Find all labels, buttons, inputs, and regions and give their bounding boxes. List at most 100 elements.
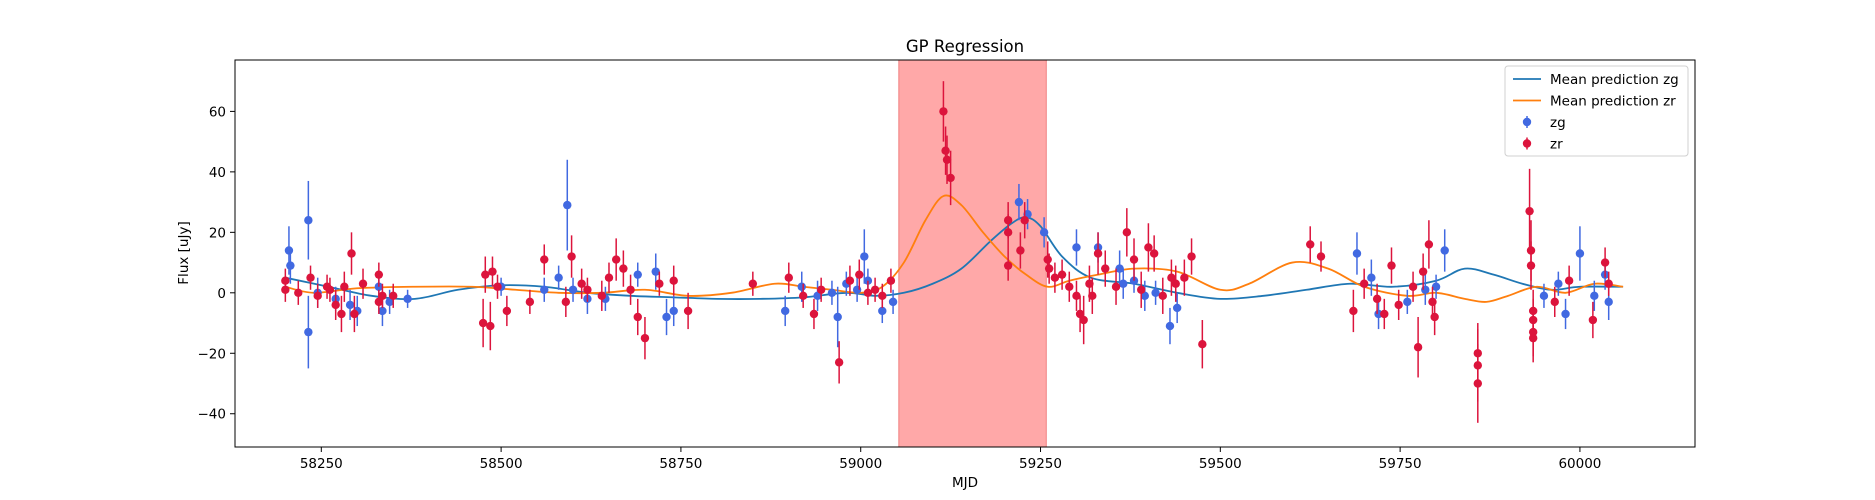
- marker: [488, 267, 496, 275]
- legend-label: Mean prediction zg: [1550, 72, 1679, 88]
- marker: [853, 286, 861, 294]
- x-tick-label: 58250: [300, 456, 343, 472]
- marker: [346, 301, 354, 309]
- marker: [569, 286, 577, 294]
- marker: [641, 334, 649, 342]
- marker: [1016, 246, 1024, 254]
- marker: [941, 147, 949, 155]
- marker: [871, 286, 879, 294]
- marker: [1525, 207, 1533, 215]
- marker: [1419, 267, 1427, 275]
- marker: [1565, 277, 1573, 285]
- marker: [340, 283, 348, 291]
- marker: [583, 286, 591, 294]
- marker: [347, 249, 355, 257]
- marker: [1173, 304, 1181, 312]
- marker: [749, 280, 757, 288]
- marker: [1065, 283, 1073, 291]
- legend-label: zg: [1550, 115, 1566, 131]
- marker: [1387, 261, 1395, 269]
- marker: [798, 283, 806, 291]
- marker: [1166, 322, 1174, 330]
- marker: [1159, 292, 1167, 300]
- marker: [612, 255, 620, 263]
- marker: [503, 307, 511, 315]
- marker: [1151, 289, 1159, 297]
- marker: [662, 313, 670, 321]
- marker: [1367, 273, 1375, 281]
- marker: [1430, 313, 1438, 321]
- highlight-span-layer: [899, 60, 1046, 447]
- marker: [598, 292, 606, 300]
- marker: [286, 261, 294, 269]
- marker: [1150, 249, 1158, 257]
- legend-marker-swatch: [1523, 139, 1531, 147]
- marker: [526, 298, 534, 306]
- marker: [835, 358, 843, 366]
- marker: [306, 273, 314, 281]
- marker: [846, 277, 854, 285]
- marker: [634, 270, 642, 278]
- marker: [626, 286, 634, 294]
- chart-title: GP Regression: [906, 37, 1024, 56]
- marker: [684, 307, 692, 315]
- marker: [799, 292, 807, 300]
- marker: [1079, 316, 1087, 324]
- marker: [619, 264, 627, 272]
- y-tick-label: −40: [198, 407, 227, 423]
- marker: [1123, 228, 1131, 236]
- marker: [1051, 273, 1059, 281]
- marker: [479, 319, 487, 327]
- marker: [785, 273, 793, 281]
- marker: [1187, 252, 1195, 260]
- y-tick-label: 60: [209, 104, 226, 120]
- marker: [281, 286, 289, 294]
- marker: [1180, 273, 1188, 281]
- x-tick-label: 59500: [1199, 456, 1242, 472]
- marker: [304, 216, 312, 224]
- marker: [860, 252, 868, 260]
- marker: [817, 286, 825, 294]
- marker: [1015, 198, 1023, 206]
- marker: [486, 322, 494, 330]
- marker: [1020, 216, 1028, 224]
- marker: [1421, 286, 1429, 294]
- marker: [1094, 249, 1102, 257]
- marker: [1589, 316, 1597, 324]
- marker: [314, 292, 322, 300]
- marker: [1004, 261, 1012, 269]
- marker: [1590, 292, 1598, 300]
- marker: [389, 292, 397, 300]
- marker: [1137, 286, 1145, 294]
- marker: [1119, 280, 1127, 288]
- marker: [350, 310, 358, 318]
- marker: [1561, 310, 1569, 318]
- marker: [285, 246, 293, 254]
- marker: [1373, 295, 1381, 303]
- marker: [655, 280, 663, 288]
- marker: [889, 298, 897, 306]
- marker: [563, 201, 571, 209]
- marker: [833, 313, 841, 321]
- legend-label: Mean prediction zr: [1550, 94, 1676, 110]
- x-tick-label: 59250: [1019, 456, 1062, 472]
- marker: [1130, 255, 1138, 263]
- x-tick-label: 60000: [1558, 456, 1601, 472]
- marker: [864, 289, 872, 297]
- marker: [403, 295, 411, 303]
- marker: [605, 273, 613, 281]
- marker: [1058, 270, 1066, 278]
- marker: [481, 270, 489, 278]
- legend-marker-swatch: [1523, 118, 1531, 126]
- marker: [562, 298, 570, 306]
- y-tick-label: −20: [198, 346, 227, 362]
- marker: [781, 307, 789, 315]
- marker: [878, 307, 886, 315]
- marker: [554, 273, 562, 281]
- x-tick-label: 58750: [659, 456, 702, 472]
- marker: [1551, 298, 1559, 306]
- marker: [1428, 298, 1436, 306]
- marker: [378, 292, 386, 300]
- x-axis-label: MJD: [952, 475, 978, 491]
- marker: [1529, 334, 1537, 342]
